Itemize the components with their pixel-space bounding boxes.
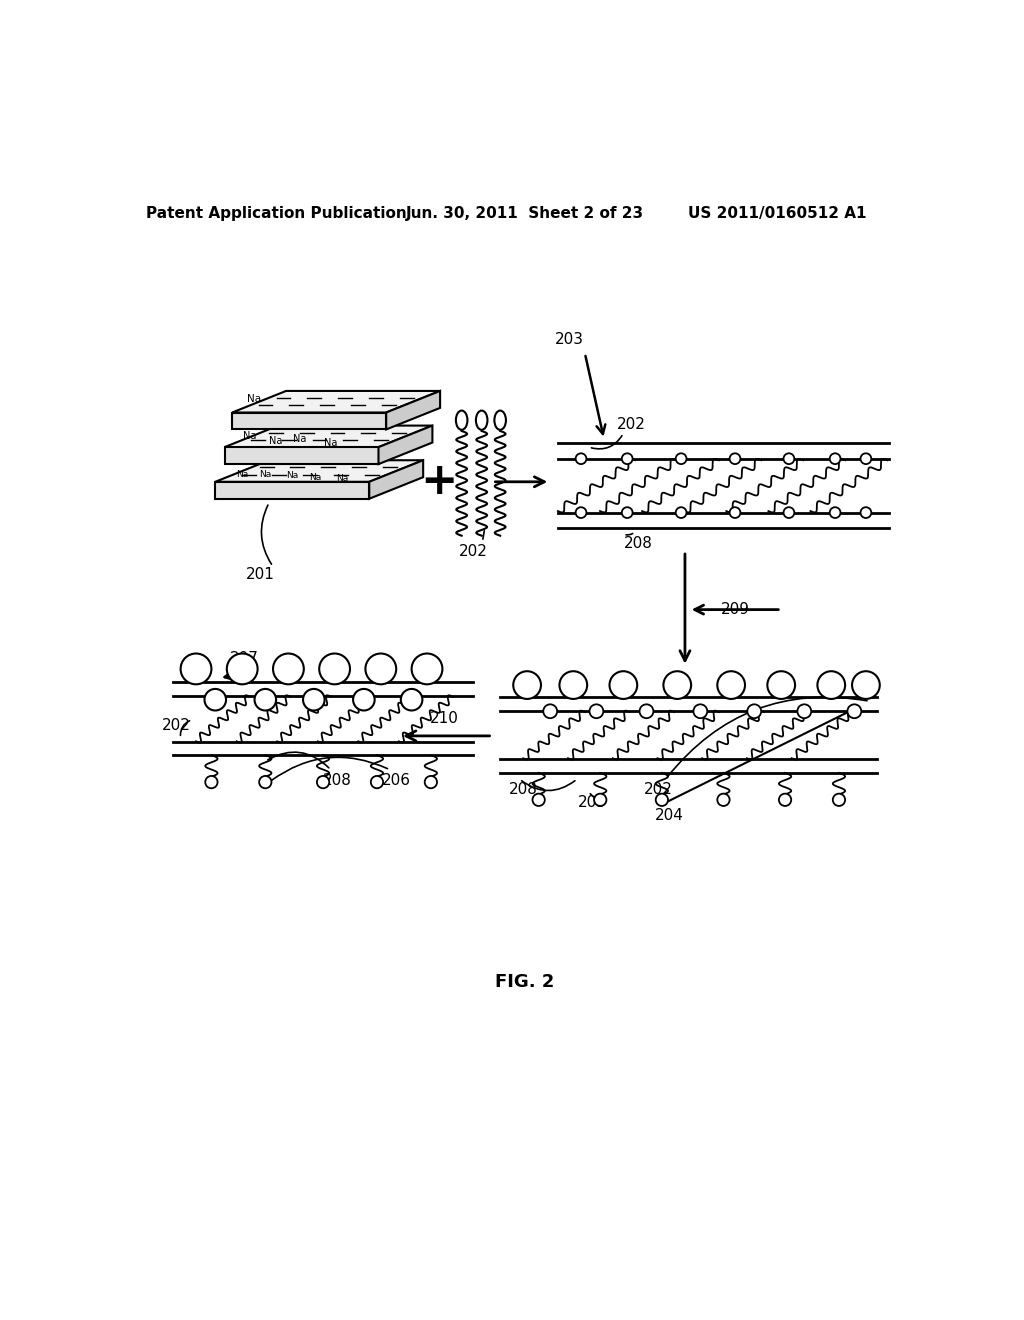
Circle shape — [425, 776, 437, 788]
Circle shape — [676, 453, 686, 465]
Text: Na: Na — [323, 401, 336, 412]
Text: 208: 208 — [509, 783, 538, 797]
Text: Na: Na — [244, 432, 257, 441]
Circle shape — [833, 793, 845, 807]
Circle shape — [717, 793, 730, 807]
Circle shape — [532, 793, 545, 807]
Circle shape — [655, 793, 668, 807]
Circle shape — [353, 689, 375, 710]
Circle shape — [852, 671, 880, 700]
Circle shape — [676, 507, 686, 517]
Ellipse shape — [476, 411, 487, 430]
Text: Na: Na — [324, 438, 338, 449]
Text: 208: 208 — [625, 536, 653, 550]
Circle shape — [640, 705, 653, 718]
Circle shape — [779, 793, 792, 807]
Circle shape — [575, 507, 587, 517]
Circle shape — [798, 705, 811, 718]
Text: 210: 210 — [430, 711, 459, 726]
Text: 202: 202 — [643, 783, 673, 797]
Circle shape — [205, 689, 226, 710]
Text: 206: 206 — [382, 774, 411, 788]
Text: 202: 202 — [163, 718, 191, 734]
Text: Na: Na — [237, 470, 249, 479]
Text: Na: Na — [338, 397, 351, 408]
Circle shape — [783, 507, 795, 517]
Polygon shape — [386, 391, 440, 429]
Text: 203: 203 — [555, 331, 584, 347]
Text: Na: Na — [336, 474, 348, 483]
Text: Na: Na — [273, 400, 288, 409]
Text: 201: 201 — [246, 566, 274, 582]
Circle shape — [180, 653, 211, 684]
Text: 202: 202 — [616, 417, 645, 432]
Text: Na: Na — [293, 434, 306, 444]
Text: Na: Na — [354, 404, 369, 413]
Text: 208: 208 — [323, 774, 351, 788]
Circle shape — [783, 453, 795, 465]
Polygon shape — [379, 425, 432, 465]
Circle shape — [622, 507, 633, 517]
Text: 207: 207 — [230, 651, 259, 667]
Circle shape — [730, 507, 740, 517]
Circle shape — [371, 776, 383, 788]
Text: Na: Na — [286, 471, 298, 480]
Circle shape — [303, 689, 325, 710]
Circle shape — [767, 671, 795, 700]
Circle shape — [259, 776, 271, 788]
Circle shape — [829, 453, 841, 465]
Circle shape — [622, 453, 633, 465]
Text: Na: Na — [309, 474, 322, 482]
Circle shape — [544, 705, 557, 718]
Circle shape — [848, 705, 861, 718]
Polygon shape — [224, 425, 432, 447]
Circle shape — [693, 705, 708, 718]
Circle shape — [860, 507, 871, 517]
Circle shape — [319, 653, 350, 684]
Circle shape — [664, 671, 691, 700]
Circle shape — [717, 671, 745, 700]
Polygon shape — [215, 482, 370, 499]
Circle shape — [400, 689, 422, 710]
Text: US 2011/0160512 A1: US 2011/0160512 A1 — [688, 206, 866, 222]
Text: +: + — [420, 461, 458, 503]
Circle shape — [575, 453, 587, 465]
Text: 202: 202 — [459, 544, 487, 558]
Text: Na: Na — [297, 396, 311, 407]
Circle shape — [205, 776, 217, 788]
Circle shape — [817, 671, 845, 700]
Circle shape — [316, 776, 330, 788]
Circle shape — [590, 705, 603, 718]
Polygon shape — [215, 461, 423, 482]
Text: Na: Na — [247, 393, 261, 404]
Circle shape — [860, 453, 871, 465]
Polygon shape — [224, 447, 379, 465]
Text: 205: 205 — [579, 795, 607, 809]
Circle shape — [594, 793, 606, 807]
Text: Na: Na — [259, 470, 271, 479]
Circle shape — [829, 507, 841, 517]
Text: Patent Application Publication: Patent Application Publication — [146, 206, 408, 222]
Text: Jun. 30, 2011  Sheet 2 of 23: Jun. 30, 2011 Sheet 2 of 23 — [406, 206, 644, 222]
Circle shape — [730, 453, 740, 465]
Circle shape — [559, 671, 587, 700]
Circle shape — [748, 705, 761, 718]
Text: Na: Na — [268, 436, 282, 446]
Circle shape — [273, 653, 304, 684]
Circle shape — [255, 689, 276, 710]
Circle shape — [226, 653, 258, 684]
Text: FIG. 2: FIG. 2 — [496, 973, 554, 991]
Text: 204: 204 — [655, 808, 684, 822]
Circle shape — [366, 653, 396, 684]
Circle shape — [513, 671, 541, 700]
Ellipse shape — [456, 411, 467, 430]
Ellipse shape — [495, 411, 506, 430]
Text: 209: 209 — [721, 602, 750, 618]
Polygon shape — [370, 461, 423, 499]
Circle shape — [609, 671, 637, 700]
Polygon shape — [232, 412, 386, 429]
Circle shape — [412, 653, 442, 684]
Polygon shape — [232, 391, 440, 412]
